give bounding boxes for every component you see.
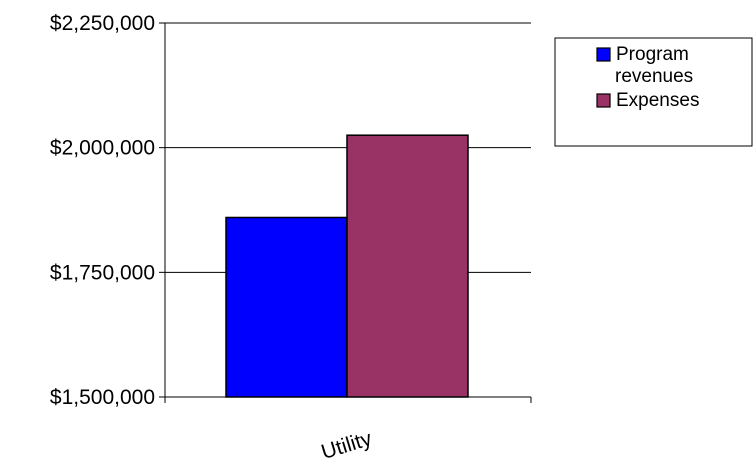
y-tick-label: $2,000,000 [50, 137, 155, 160]
legend-label: Expenses [616, 90, 699, 111]
legend-swatch [596, 93, 611, 108]
x-axis-categories: Utility [319, 427, 375, 464]
y-tick-label: $1,750,000 [50, 261, 155, 284]
y-axis-ticks: $1,500,000 $1,750,000 $2,000,000 $2,250,000 [50, 12, 165, 409]
x-category-label: Utility [319, 427, 375, 464]
legend-swatch [596, 47, 611, 62]
y-tick-label: $1,500,000 [50, 386, 155, 409]
bar-expenses [346, 134, 469, 398]
legend-box [554, 37, 753, 147]
legend-label: Program [616, 44, 689, 65]
bars [225, 134, 469, 398]
bar-program-revenues [225, 216, 348, 398]
y-tick-label: $2,250,000 [50, 12, 155, 35]
legend-label: revenues [615, 66, 693, 87]
